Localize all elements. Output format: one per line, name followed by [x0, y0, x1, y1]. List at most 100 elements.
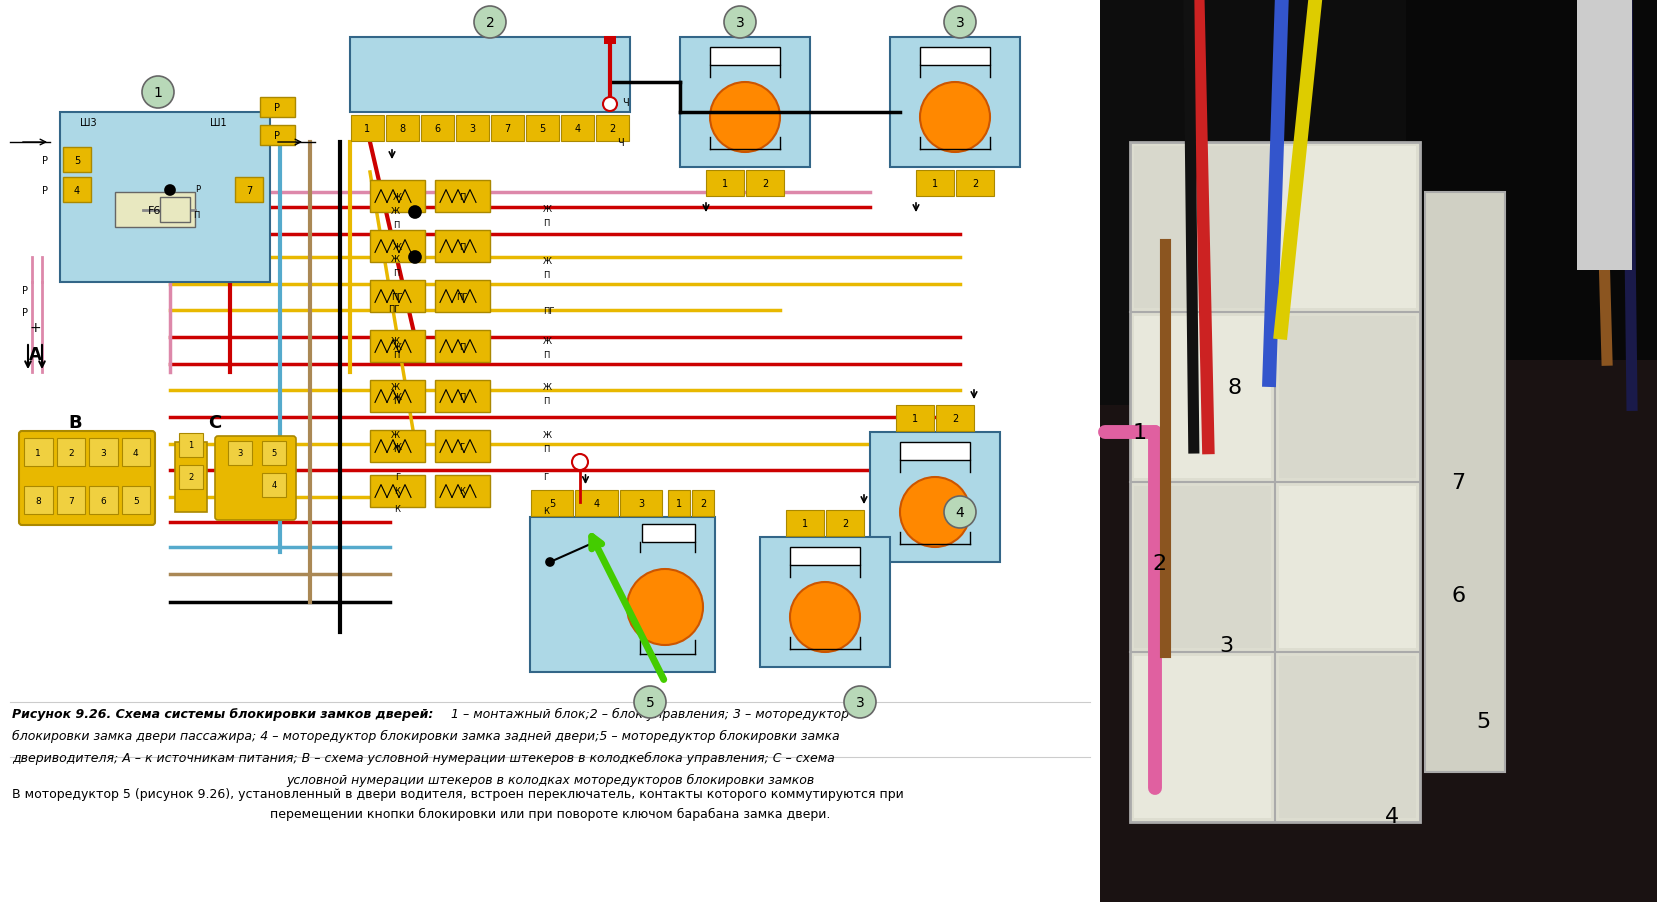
Bar — [1407, 0, 1657, 361]
Circle shape — [635, 686, 666, 718]
Circle shape — [724, 7, 756, 39]
Text: блокировки замка двери пассажира; 4 – моторедуктор блокировки замка задней двери: блокировки замка двери пассажира; 4 – мо… — [12, 729, 840, 742]
Text: Г: Г — [394, 472, 399, 481]
Bar — [436, 475, 490, 508]
Circle shape — [143, 77, 174, 109]
Bar — [370, 281, 424, 313]
Bar — [825, 511, 863, 537]
Bar — [530, 518, 716, 672]
Text: 5: 5 — [1476, 712, 1490, 732]
Bar — [229, 441, 252, 465]
Text: Ж: Ж — [391, 255, 399, 264]
Text: 1: 1 — [802, 519, 809, 529]
Text: Ч: Ч — [616, 138, 623, 148]
Text: К: К — [394, 505, 399, 514]
Bar — [761, 538, 890, 667]
Text: Ж: Ж — [393, 243, 401, 252]
Text: 2: 2 — [1153, 554, 1167, 574]
Text: Р: Р — [273, 131, 280, 141]
Text: Ж: Ж — [543, 206, 552, 215]
Text: Ж: Ж — [391, 207, 399, 216]
Bar — [121, 438, 151, 466]
Text: 3: 3 — [638, 499, 645, 509]
Bar — [1133, 147, 1271, 308]
Bar — [436, 331, 490, 363]
Text: П: П — [543, 271, 550, 280]
Text: 4: 4 — [1385, 806, 1399, 826]
Bar — [386, 115, 419, 142]
Bar — [456, 115, 489, 142]
Bar — [370, 231, 424, 262]
Bar — [900, 443, 969, 461]
Bar — [709, 48, 780, 66]
Circle shape — [572, 455, 588, 471]
Circle shape — [900, 477, 969, 548]
Text: Р: Р — [22, 286, 28, 296]
Text: 5: 5 — [548, 499, 555, 509]
Circle shape — [592, 538, 598, 547]
Bar — [23, 486, 53, 514]
Circle shape — [944, 7, 976, 39]
Text: 2: 2 — [842, 519, 848, 529]
Bar — [260, 98, 295, 118]
Bar — [121, 486, 151, 514]
Text: К: К — [543, 506, 548, 515]
Bar — [620, 491, 663, 517]
Text: Р: Р — [273, 103, 280, 113]
Bar — [262, 474, 287, 497]
Text: Р: Р — [22, 308, 28, 318]
Bar — [956, 170, 994, 197]
Text: 7: 7 — [1452, 473, 1465, 492]
Text: Ш3: Ш3 — [80, 118, 96, 128]
Text: 1 – монтажный блок;2 – блок управления; 3 – моторедуктор: 1 – монтажный блок;2 – блок управления; … — [447, 707, 848, 721]
Bar — [56, 438, 85, 466]
Text: П: П — [543, 444, 550, 453]
Text: 3: 3 — [736, 16, 744, 30]
Bar — [262, 441, 287, 465]
Text: 2: 2 — [68, 448, 73, 457]
Text: 2: 2 — [973, 179, 978, 189]
Bar — [63, 148, 91, 173]
Bar — [896, 406, 935, 431]
Text: Ж: Ж — [391, 430, 399, 439]
Text: Ж: Ж — [393, 392, 401, 401]
Bar — [436, 180, 490, 213]
Bar — [161, 198, 191, 223]
Bar — [1130, 143, 1420, 822]
Bar — [436, 381, 490, 412]
Bar — [56, 486, 85, 514]
Text: 5: 5 — [272, 449, 277, 458]
Circle shape — [166, 186, 176, 196]
Text: условной нумерации штекеров в колодках моторедукторов блокировки замков: условной нумерации штекеров в колодках м… — [287, 773, 814, 787]
Text: П: П — [194, 210, 200, 219]
Text: A: A — [28, 345, 41, 364]
Text: 3: 3 — [469, 124, 476, 133]
Bar — [179, 434, 204, 457]
Bar — [370, 180, 424, 213]
Circle shape — [920, 83, 989, 152]
Bar — [176, 443, 207, 512]
Bar — [562, 115, 593, 142]
Text: П: П — [394, 350, 399, 359]
Text: 6: 6 — [1452, 585, 1465, 605]
Bar — [370, 331, 424, 363]
Text: 4: 4 — [593, 499, 600, 509]
Bar — [1425, 193, 1505, 772]
Bar — [0, 0, 1100, 902]
Text: Ж: Ж — [543, 336, 552, 345]
Text: 4: 4 — [75, 186, 80, 196]
Bar — [916, 170, 954, 197]
Text: 5: 5 — [133, 496, 139, 505]
Bar — [23, 438, 53, 466]
Text: Р: Р — [41, 156, 48, 166]
Bar — [350, 38, 630, 113]
Text: Ж: Ж — [393, 192, 401, 201]
Text: П: П — [459, 243, 466, 252]
Bar — [114, 193, 196, 227]
Text: 5: 5 — [646, 695, 655, 709]
Text: 1: 1 — [1133, 423, 1147, 443]
Text: 1: 1 — [676, 499, 683, 509]
Bar — [235, 178, 263, 203]
Text: 1: 1 — [35, 448, 41, 457]
Circle shape — [603, 98, 616, 112]
